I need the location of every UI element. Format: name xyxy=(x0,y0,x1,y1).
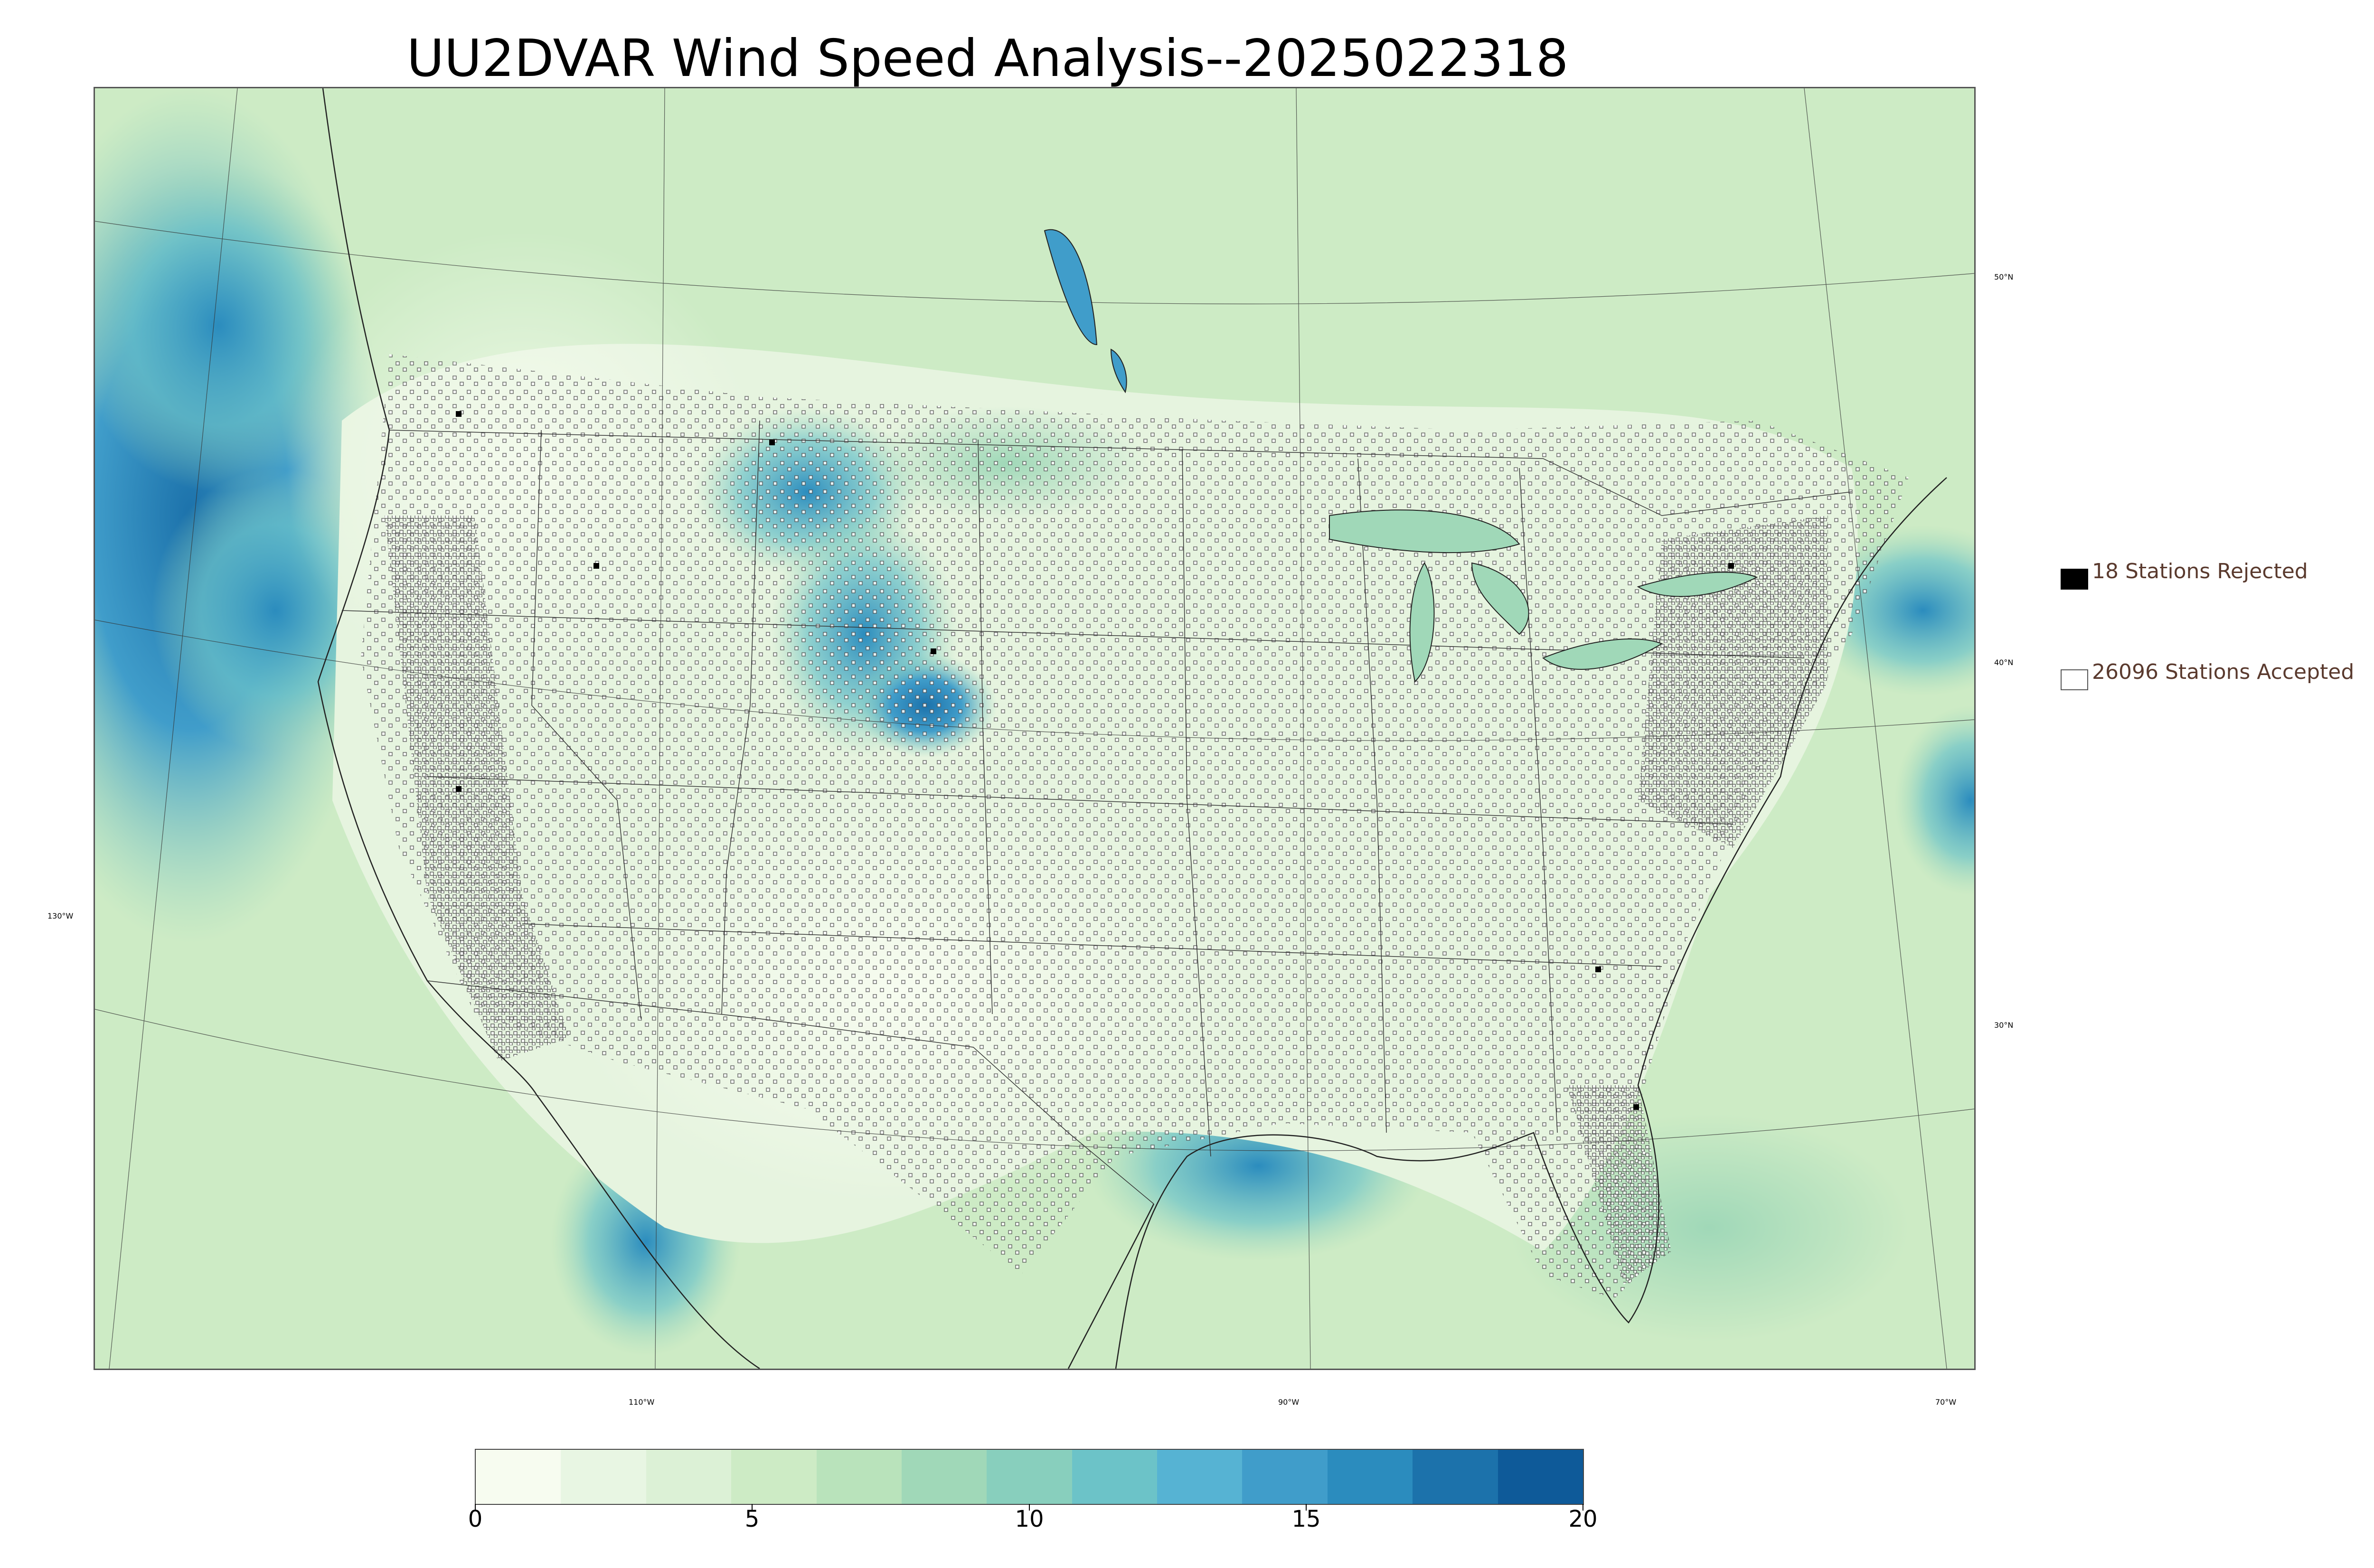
colorbar-segment xyxy=(1157,1450,1245,1504)
colorbar-tick-10 xyxy=(1029,1504,1030,1511)
colorbar-segment xyxy=(1327,1450,1415,1504)
colorbar-label-20: 20 xyxy=(1568,1506,1598,1532)
colorbar-label-5: 5 xyxy=(744,1506,760,1532)
page-title: UU2DVAR Wind Speed Analysis--2025022318 xyxy=(406,29,1569,88)
lat-label-50n: 50°N xyxy=(1994,272,2014,282)
colorbar-tick-15 xyxy=(1306,1504,1307,1511)
colorbar-segment xyxy=(1072,1450,1159,1504)
colorbar-label-0: 0 xyxy=(468,1506,483,1532)
colorbar-segment xyxy=(901,1450,989,1504)
lon-label-130w: 130°W xyxy=(47,911,74,920)
lon-label-110w: 110°W xyxy=(629,1398,655,1407)
colorbar-segment xyxy=(816,1450,904,1504)
colorbar xyxy=(475,1449,1584,1505)
lon-label-90w: 90°W xyxy=(1278,1398,1300,1407)
rejected-stations-label: 18 Stations Rejected xyxy=(2092,559,2308,583)
colorbar-segment xyxy=(1498,1450,1583,1504)
accepted-station-marker xyxy=(2061,669,2088,690)
colorbar-tick-5 xyxy=(752,1504,753,1511)
colorbar-label-15: 15 xyxy=(1291,1506,1321,1532)
lat-label-40n: 40°N xyxy=(1994,658,2014,667)
lon-label-70w: 70°W xyxy=(1935,1398,1957,1407)
colorbar-segment xyxy=(1242,1450,1330,1504)
colorbar-segment xyxy=(987,1450,1074,1504)
colorbar-segment xyxy=(476,1450,564,1504)
rejected-station-marker xyxy=(2061,569,2088,590)
colorbar-segment xyxy=(646,1450,734,1504)
colorbar-segment xyxy=(1413,1450,1500,1504)
colorbar-segment xyxy=(731,1450,819,1504)
colorbar-label-10: 10 xyxy=(1015,1506,1044,1532)
lat-label-30n: 30°N xyxy=(1994,1021,2014,1030)
wind-speed-map[interactable] xyxy=(94,87,1976,1370)
colorbar-segment xyxy=(561,1450,649,1504)
accepted-stations-label: 26096 Stations Accepted xyxy=(2092,660,2355,684)
map-canvas xyxy=(95,88,1974,1369)
colorbar-tick-0 xyxy=(475,1504,476,1511)
